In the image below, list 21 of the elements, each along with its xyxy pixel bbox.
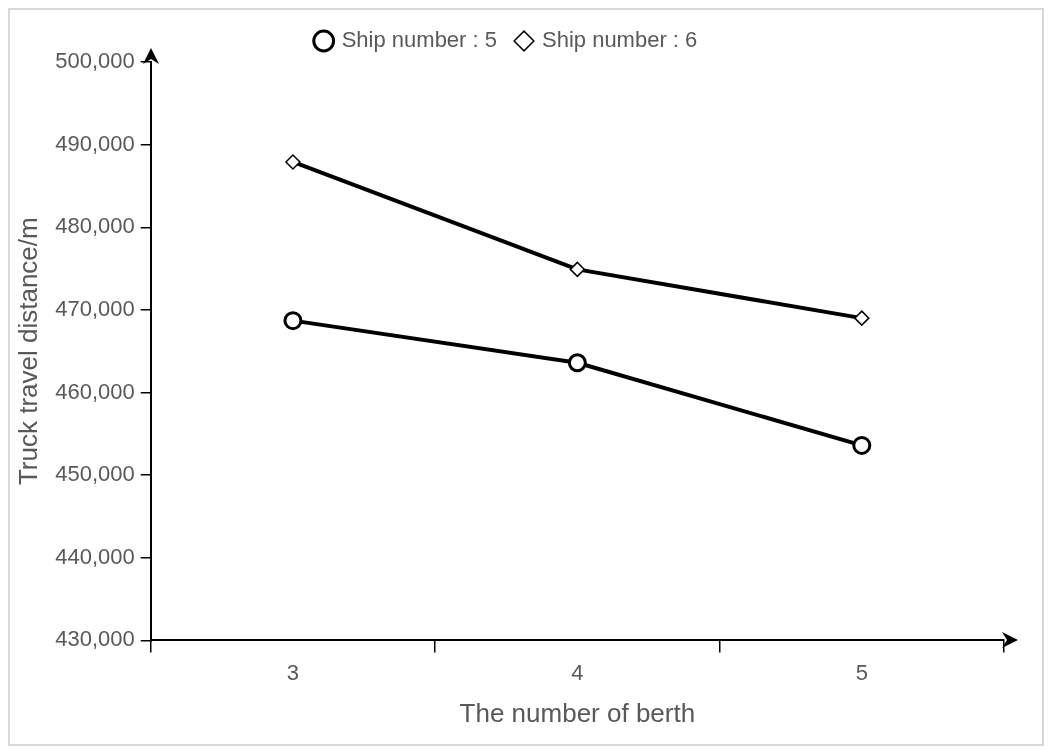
legend-label: Ship number : 6 — [542, 27, 698, 53]
y-tick-label: 460,000 — [55, 378, 135, 404]
y-tick-label: 490,000 — [55, 130, 135, 156]
x-tick-label: 4 — [571, 659, 584, 685]
x-axis-title: The number of berth — [459, 697, 696, 728]
x-tick-label: 5 — [855, 659, 868, 685]
y-axis-title: Truck travel distance/m — [12, 217, 43, 486]
point — [854, 310, 870, 326]
y-tick-label: 500,000 — [55, 48, 135, 74]
y-tick-label: 480,000 — [55, 213, 135, 239]
point — [569, 261, 586, 278]
y-tick-label: 440,000 — [55, 543, 135, 569]
point — [852, 435, 872, 455]
legend-label: Ship number : 5 — [341, 27, 497, 53]
point — [283, 311, 303, 331]
point — [567, 353, 587, 373]
y-tick-label: 450,000 — [55, 461, 135, 487]
x-tick-label: 3 — [286, 659, 300, 685]
y-tick-label: 430,000 — [55, 626, 135, 652]
y-tick-label: 470,000 — [55, 295, 135, 321]
point — [285, 154, 301, 170]
